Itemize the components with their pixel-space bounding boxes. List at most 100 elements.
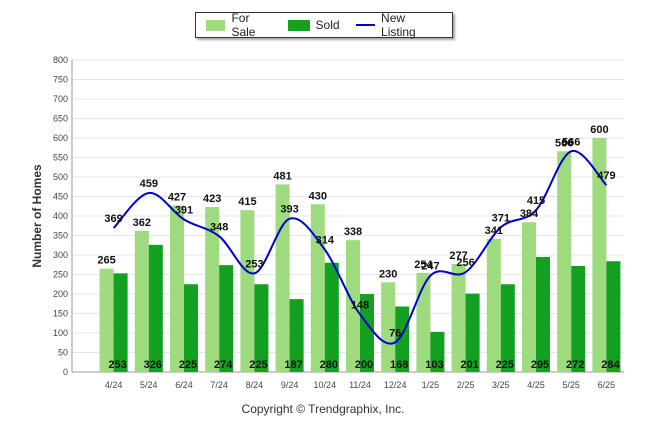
line-layer [112,150,608,345]
bar-for-sale [240,210,255,372]
y-tick-label: 550 [53,153,68,163]
legend-label-for-sale: For Sale [231,11,256,39]
data-label-for-sale: 423 [203,193,221,205]
data-label-for-sale: 600 [590,124,608,136]
data-label-for-sale: 265 [97,255,115,267]
bar-for-sale [416,272,431,372]
legend-swatch-sold [287,19,310,31]
data-label-sold: 274 [214,359,233,371]
data-label-for-sale: 481 [273,170,291,182]
data-label-for-sale: 384 [520,208,539,220]
bar-for-sale [522,222,536,372]
label-layer: 265 369 253 362 459 326 427 391 225 423 348 274 415 2… [97,124,620,371]
y-tick-label: 50 [58,348,68,358]
legend-swatch-for-sale [206,19,226,31]
bar-sold [289,299,304,372]
bar-sold [500,284,515,372]
y-tick-label: 450 [53,192,68,202]
data-label-new-listing: 314 [316,235,335,247]
y-tick-label: 800 [53,55,68,65]
bar-for-sale [170,205,184,372]
bar-for-sale [310,204,325,372]
y-tick-label: 0 [63,367,68,377]
legend-label-new-listing: New Listing [381,11,416,39]
data-label-sold: 168 [390,359,408,371]
data-label-for-sale: 230 [379,268,397,280]
y-tick-label: 700 [53,94,68,104]
bar-for-sale [557,151,572,372]
data-label-new-listing: 253 [245,258,263,270]
x-tick-label: 4/25 [527,380,545,390]
y-tick-label: 600 [53,133,68,143]
bar-sold [148,244,163,372]
x-tick-label: 12/24 [384,380,407,390]
data-label-sold: 225 [179,359,197,371]
bar-sold [324,262,339,372]
data-label-new-listing: 76 [389,327,401,339]
data-label-sold: 225 [249,359,267,371]
bar-sold [395,306,410,372]
x-tick-label: 8/24 [246,380,264,390]
data-label-for-sale: 427 [168,191,186,203]
legend-swatch-new-listing [355,24,376,26]
data-label-new-listing: 148 [351,299,369,311]
y-tick-label: 400 [53,211,68,221]
line-new-listing [112,150,608,345]
x-tick-label: 6/25 [598,380,616,390]
bar-for-sale [346,240,360,372]
y-tick-label: 650 [53,114,68,124]
bar-sold [571,265,586,372]
x-tick-label: 11/24 [349,380,371,390]
data-label-new-listing: 393 [280,204,298,216]
bar-sold [536,256,550,372]
data-label-new-listing: 391 [175,205,193,217]
data-label-new-listing: 459 [140,178,158,190]
data-label-new-listing: 415 [527,195,545,207]
data-label-for-sale: 341 [485,225,503,237]
bar-sold [430,331,445,372]
data-label-sold: 225 [496,359,514,371]
y-tick-label: 750 [53,75,68,85]
bar-for-sale [381,282,396,372]
x-tick-label: 3/25 [492,380,510,390]
x-tick-label: 5/25 [562,380,580,390]
x-tick-label: 6/24 [175,380,193,390]
data-label-sold: 284 [601,359,620,371]
legend-item-sold: Sold [287,18,340,32]
data-label-for-sale: 338 [344,226,362,238]
x-tick-label: 4/24 [105,380,123,390]
data-label-sold: 200 [355,359,373,371]
y-tick-label: 350 [53,231,68,241]
bar-sold [465,293,480,372]
bar-sold [360,294,374,372]
y-tick-label: 250 [53,270,68,280]
data-label-sold: 187 [284,359,302,371]
data-label-sold: 201 [460,359,478,371]
data-label-sold: 280 [320,359,338,371]
x-tick-label: 2/25 [457,380,475,390]
bar-for-sale [205,207,220,372]
legend: For Sale Sold New Listing [195,11,453,39]
legend-label-sold: Sold [315,18,340,32]
data-label-sold: 253 [108,359,126,371]
x-tick-label: 1/25 [422,380,440,390]
bar-for-sale [451,263,466,372]
bar-for-sale [134,230,149,372]
x-tick-label: 5/24 [140,380,158,390]
data-label-for-sale: 277 [449,250,467,262]
y-tick-label: 300 [53,250,68,260]
legend-item-for-sale: For Sale [206,11,272,39]
data-label-for-sale: 566 [555,137,573,149]
y-tick-label: 100 [53,328,68,338]
data-label-new-listing: 247 [421,261,439,273]
data-label-for-sale: 362 [133,217,151,229]
x-tick-label: 9/24 [281,380,299,390]
data-label-new-listing: 479 [597,170,615,182]
x-tick-label: 10/24 [314,380,337,390]
bar-for-sale [486,239,501,372]
data-label-new-listing: 256 [456,257,474,269]
data-label-sold: 326 [144,359,162,371]
bar-sold [254,284,269,372]
